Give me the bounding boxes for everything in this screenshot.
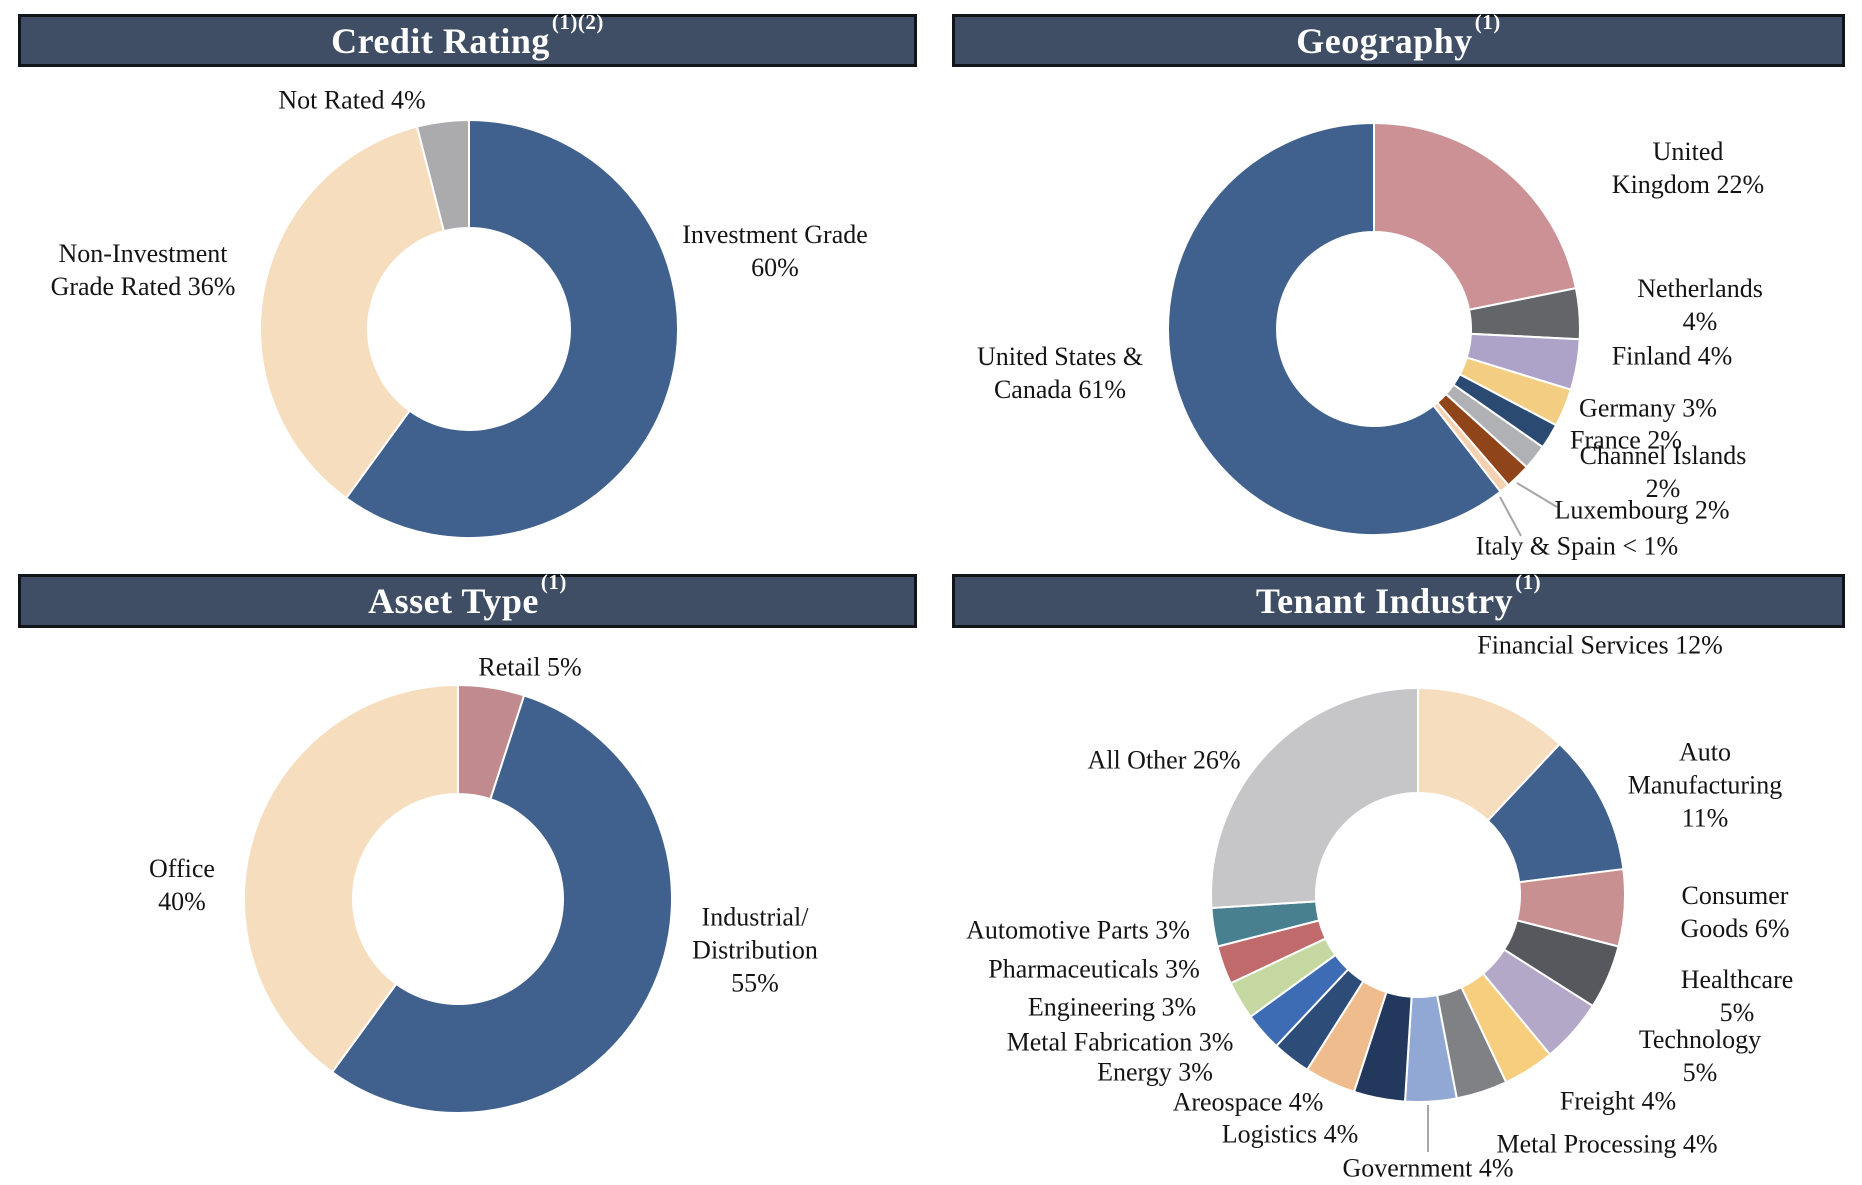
label-all-other: All Other 26% [1087,745,1241,775]
chart-title-credit-rating: Credit Rating(1)(2) [18,10,917,67]
label-finland: Finland 4% [1611,341,1733,371]
credit-rating-slice-non-investment-grade-rated [259,125,446,500]
label-italy-and-spain: Italy & Spain < 1% [1475,531,1679,561]
label-logistics: Logistics 4% [1221,1119,1359,1149]
label-channel-islands: Channel Islands 2% [1579,441,1747,503]
asset-type-slice-industrial-distribution [330,694,673,1114]
label-consumer-goods: Consumer Goods 6% [1680,881,1790,943]
chart-title-text: Credit Rating [331,20,550,61]
label-freight: Freight 4% [1559,1086,1677,1116]
leader-line-italy-and-spain [1499,496,1522,537]
label-united-states-and-canada: United States & Canada 61% [976,342,1144,404]
credit-rating-slice-not-rated [415,118,470,233]
label-auto-manufacturing: Auto Manufacturing 11% [1627,737,1783,833]
label-netherlands: Netherlands 4% [1637,274,1763,336]
label-industrial-distribution: Industrial/ Distribution 55% [692,902,818,998]
label-non-investment-grade-rated: Non-Investment Grade Rated 36% [50,239,236,301]
label-retail: Retail 5% [478,652,582,682]
label-healthcare: Healthcare 5% [1680,965,1794,1027]
credit-rating-slice-investment-grade [344,118,679,539]
label-financial-services: Financial Services 12% [1477,630,1723,660]
asset-type-slice-office [243,683,459,1074]
label-areospace: Areospace 4% [1172,1087,1324,1117]
label-technology: Technology 5% [1638,1025,1762,1087]
label-pharmaceuticals: Pharmaceuticals 3% [988,954,1200,984]
chart-title-footnote: (1) [540,570,567,594]
tenant-industry-slice-all-other [1210,686,1419,910]
chart-title-geography: Geography(1) [952,10,1845,67]
label-government: Government 4% [1342,1153,1514,1183]
chart-title-footnote: (1)(2) [551,9,604,34]
label-not-rated: Not Rated 4% [278,85,426,115]
label-investment-grade: Investment Grade 60% [682,220,868,282]
label-office: Office 40% [149,854,215,916]
label-france: France 2% [1570,425,1682,455]
chart-title-footnote: (1) [1474,9,1501,34]
label-metal-processing: Metal Processing 4% [1496,1129,1718,1159]
label-metal-fabrication: Metal Fabrication 3% [1006,1027,1234,1057]
chart-title-text: Tenant Industry [1255,581,1514,621]
geography-slice-united-kingdom [1373,121,1578,311]
chart-title-footnote: (1) [1515,570,1542,594]
leader-line-luxembourg [1516,482,1558,508]
label-automotive-parts: Automotive Parts 3% [966,915,1190,945]
label-luxembourg: Luxembourg 2% [1554,495,1730,525]
geography-slice-united-states-canada [1167,121,1502,536]
label-engineering: Engineering 3% [1027,992,1197,1022]
chart-title-asset-type: Asset Type(1) [18,570,917,628]
chart-title-text: Geography [1296,20,1473,61]
chart-title-tenant-industry: Tenant Industry(1) [952,570,1845,628]
label-united-kingdom: United Kingdom 22% [1611,137,1765,199]
label-germany: Germany 3% [1579,393,1717,423]
chart-title-text: Asset Type [368,581,539,621]
label-energy: Energy 3% [1097,1057,1213,1087]
